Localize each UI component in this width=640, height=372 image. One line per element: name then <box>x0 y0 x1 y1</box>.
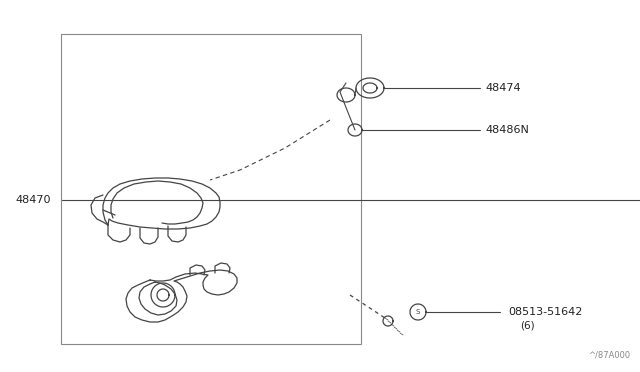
Text: ^/87A000: ^/87A000 <box>588 351 630 360</box>
Text: 48474: 48474 <box>485 83 520 93</box>
Text: (6): (6) <box>520 321 534 331</box>
Bar <box>61 34 361 344</box>
Text: 08513-51642: 08513-51642 <box>508 307 582 317</box>
Text: S: S <box>416 309 420 315</box>
Text: 48486N: 48486N <box>485 125 529 135</box>
Text: 48470: 48470 <box>15 195 51 205</box>
